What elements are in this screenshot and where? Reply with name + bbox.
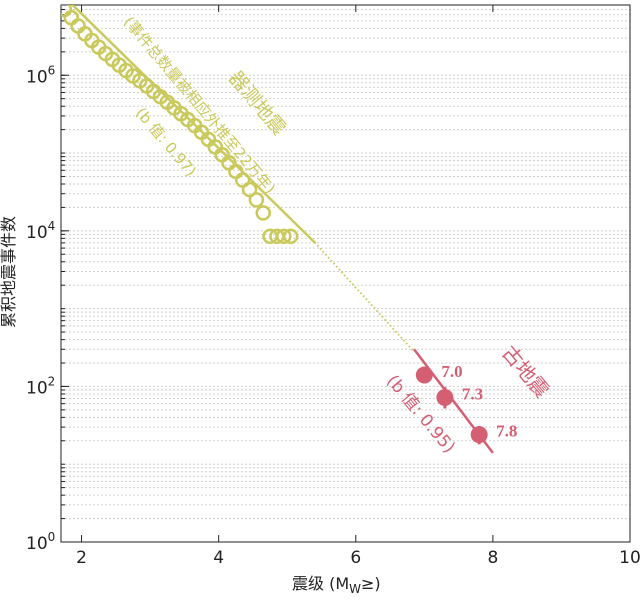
instrumental-point	[282, 228, 299, 245]
axis-ticks: 100 102 104 106 2 4 6 8 10	[26, 4, 641, 568]
instrumental-b-value: (b 值: 0.97)	[132, 104, 200, 180]
x-tick-label: 2	[76, 548, 87, 568]
y-tick-label: 100	[26, 530, 55, 554]
paleo-point-label: 7.0	[441, 362, 462, 381]
data-marks	[61, 5, 488, 445]
y-tick-label: 104	[26, 219, 55, 243]
paleo-series-label: 古地震	[497, 341, 554, 402]
paleo-b-value: (b 值: 0.95)	[382, 371, 459, 457]
paleo-point-label: 7.3	[462, 385, 483, 404]
y-tick-label: 106	[26, 63, 55, 87]
paleo-point-label: 7.8	[496, 422, 517, 441]
instrumental-point	[241, 181, 258, 198]
paleo-point	[415, 366, 433, 384]
grid-lines	[61, 4, 630, 543]
point-labels: 7.07.3 7.8	[441, 362, 517, 441]
x-axis-title: 震级 (MW≥)	[292, 574, 381, 596]
x-tick-label: 8	[487, 548, 498, 568]
y-tick-label: 102	[26, 374, 55, 398]
instrumental-point	[248, 192, 265, 208]
paleo-point	[470, 426, 488, 444]
fit-line-extrapolated	[313, 241, 415, 353]
x-tick-label: 10	[619, 548, 641, 568]
plot-frame	[60, 4, 631, 543]
y-axis-title: 累积地震事件数	[0, 216, 18, 328]
paleo-point	[436, 389, 454, 407]
instrumental-point	[255, 205, 271, 221]
instrumental-point	[276, 228, 292, 245]
x-tick-label: 6	[350, 548, 361, 568]
x-tick-label: 4	[213, 548, 224, 568]
instrumental-series-label: 器测地震	[224, 67, 290, 139]
